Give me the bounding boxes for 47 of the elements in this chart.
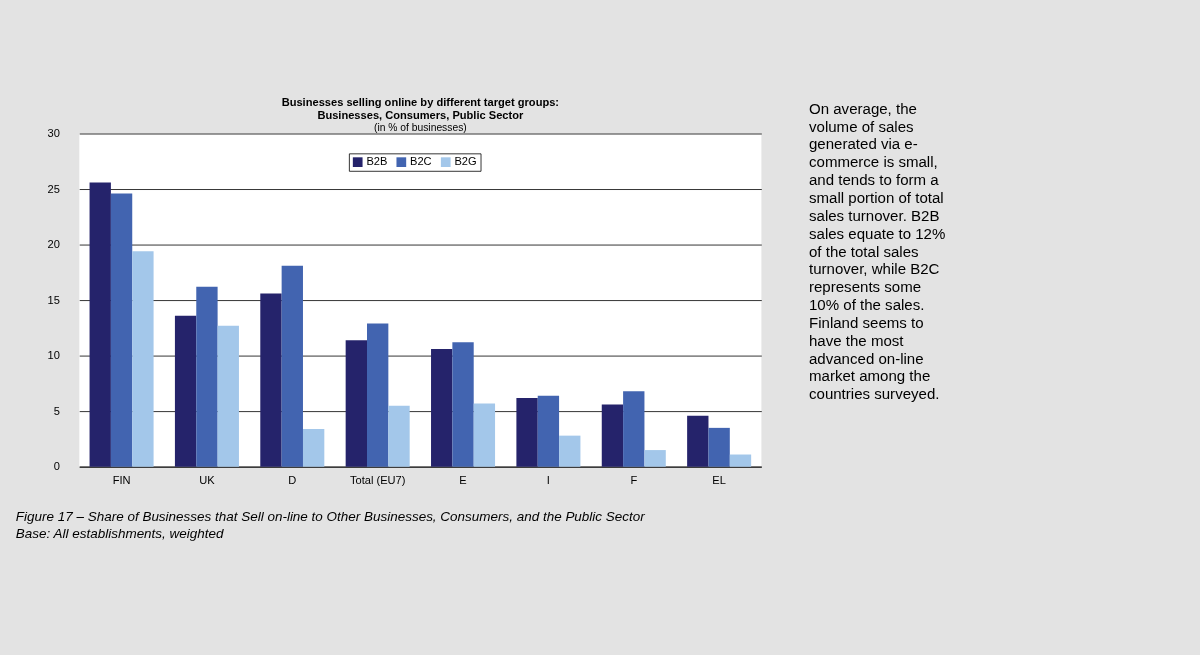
y-tick-label: 0 <box>53 460 60 473</box>
bar <box>281 265 303 467</box>
bar <box>708 427 730 467</box>
legend-label: B2G <box>454 155 477 168</box>
legend-label: B2B <box>366 155 388 168</box>
y-tick-label: 25 <box>47 182 60 195</box>
bar <box>174 315 197 467</box>
bar <box>345 340 367 467</box>
x-tick-label: FIN <box>112 473 131 486</box>
bar <box>302 428 325 467</box>
chart-subtitle: (in % of businesses) <box>374 122 467 134</box>
y-tick-label: 20 <box>47 238 60 251</box>
y-tick-label: 30 <box>47 127 60 140</box>
y-tick-label: 15 <box>47 293 60 306</box>
x-tick-label: D <box>288 473 297 486</box>
bar <box>729 454 752 467</box>
x-tick-label: EL <box>712 473 726 486</box>
bar <box>516 397 538 467</box>
bar <box>367 323 389 467</box>
text: On average, the volume of sales generated via e- commerce is small, and tends to form a small portion of total sales turnover. B2B sales equate to 12% of the total sales turnover, while B2C represents some 10% of the sales. Finland seems to have the most advanced on-line market among the countries surveyed. <box>808 99 946 403</box>
caption: Figure 17 – Share of Businesses that Sell on-line to Other Businesses, Consumers, and the Public Sector <box>15 508 646 524</box>
x-tick-label: E <box>459 473 467 486</box>
bar <box>623 391 645 467</box>
bar <box>559 435 581 467</box>
bar <box>452 342 474 467</box>
bar <box>687 415 709 467</box>
bar <box>431 349 453 467</box>
x-tick-label: I <box>546 473 550 486</box>
y-tick-label: 5 <box>53 404 60 417</box>
bar <box>388 405 410 467</box>
chart-title: Businesses selling online by different target groups: Businesses, Consumers, Public Sector <box>281 95 560 121</box>
x-tick-label: UK <box>199 473 216 486</box>
bar <box>537 395 560 467</box>
bar <box>110 193 133 467</box>
bar <box>132 251 154 467</box>
bar <box>473 403 496 467</box>
bar <box>89 182 111 467</box>
bar <box>644 450 666 467</box>
x-tick-label: Total (EU7) <box>349 473 406 486</box>
legend-label: B2C <box>410 155 432 168</box>
y-tick-label: 10 <box>47 349 60 362</box>
bar <box>217 325 239 467</box>
text: Base: All establishments, weighted <box>15 526 224 542</box>
bar <box>196 286 218 467</box>
bar <box>260 293 282 467</box>
x-tick-label: F <box>630 473 638 486</box>
bar <box>601 404 624 467</box>
